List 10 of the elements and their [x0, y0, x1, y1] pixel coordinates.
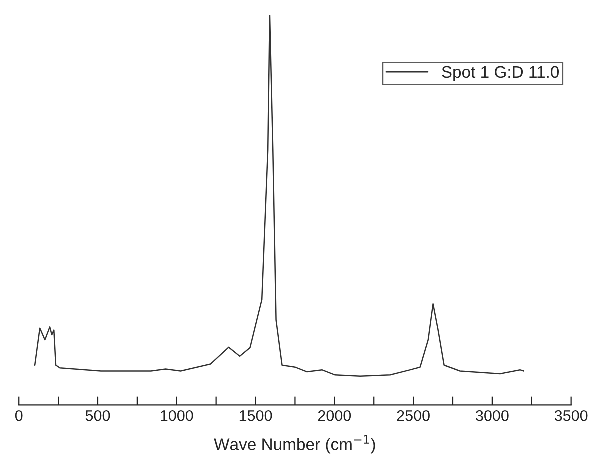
x-tick-label: 1000: [161, 410, 194, 422]
x-tick-label: 500: [86, 410, 110, 422]
x-tick-label: 1500: [240, 410, 272, 422]
x-tick-label: 2000: [318, 410, 352, 422]
x-tick-label: 3000: [476, 410, 509, 422]
x-axis-title: Wave Number (cm$^{−1}$): [214, 435, 376, 454]
x-tick-label: 3500: [554, 410, 588, 422]
legend-label: Spot 1 G:D 11.0: [442, 66, 560, 82]
x-tick-label: 2500: [397, 410, 430, 422]
x-tick-label: 0: [15, 410, 23, 422]
